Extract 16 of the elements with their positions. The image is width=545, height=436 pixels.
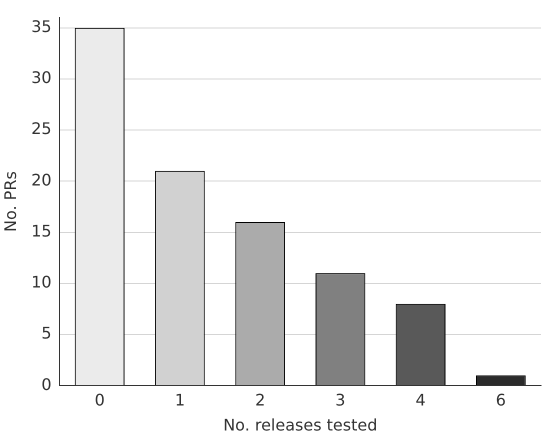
y-tick-label: 25 bbox=[31, 119, 52, 138]
x-tick-label: 1 bbox=[174, 390, 186, 410]
y-tick-label: 0 bbox=[41, 374, 52, 394]
x-axis-title: No. releases tested bbox=[223, 416, 378, 435]
x-tick-label: 0 bbox=[94, 390, 105, 410]
y-tick-label: 30 bbox=[31, 68, 52, 88]
y-tick-label: 20 bbox=[31, 170, 52, 190]
x-tick-label: 2 bbox=[255, 390, 266, 410]
x-tick-label: 4 bbox=[416, 390, 426, 410]
y-tick-label: 15 bbox=[31, 221, 52, 240]
y-tick-label: 35 bbox=[31, 16, 52, 36]
y-axis-title: No. PRs bbox=[0, 171, 20, 232]
x-tick-label: 3 bbox=[335, 390, 346, 410]
x-tick-label: 6 bbox=[496, 390, 506, 410]
y-tick-label: 10 bbox=[31, 272, 52, 292]
y-tick-label: 5 bbox=[41, 324, 52, 343]
